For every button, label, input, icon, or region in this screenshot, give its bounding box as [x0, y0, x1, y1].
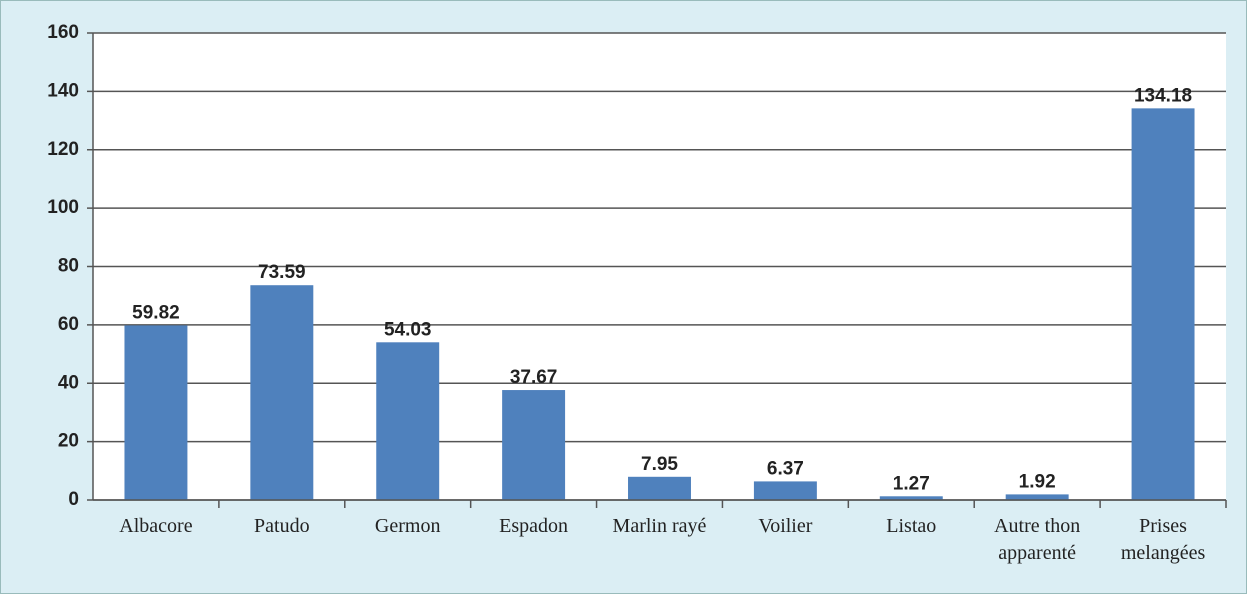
y-tick-label: 160 [47, 22, 79, 43]
bar [628, 476, 691, 500]
x-tick-label: Germon [374, 515, 441, 537]
bar [879, 496, 943, 500]
x-tick-label: Espadon [499, 515, 569, 537]
data-label: 37.67 [510, 367, 558, 388]
bar [124, 325, 188, 500]
y-tick-label: 100 [47, 197, 79, 218]
data-label: 6.37 [767, 458, 804, 479]
data-label: 7.95 [641, 454, 678, 475]
bar [376, 342, 440, 500]
bar [1131, 108, 1195, 500]
y-tick-label: 40 [58, 372, 79, 393]
y-tick-label: 80 [58, 256, 79, 277]
data-label: 54.03 [384, 319, 432, 340]
y-tick-label: 0 [68, 489, 79, 510]
data-label: 1.92 [1019, 471, 1056, 492]
bar [1005, 494, 1069, 500]
data-label: 1.27 [893, 473, 930, 494]
x-tick-label: Autre thon apparenté [994, 515, 1081, 564]
x-tick-label: Voilier [758, 515, 813, 537]
x-tick-label: Patudo [254, 515, 310, 537]
y-tick-label: 140 [47, 80, 79, 101]
y-tick-label: 20 [58, 431, 79, 452]
bar [250, 285, 314, 500]
x-tick-label: Listao [886, 515, 937, 537]
data-label: 59.82 [132, 302, 180, 323]
x-tick-label: Prises melangées [1120, 515, 1206, 564]
bar [502, 390, 566, 500]
y-tick-label: 120 [47, 139, 79, 160]
x-tick-label: Marlin rayé [612, 515, 707, 537]
y-tick-label: 60 [58, 314, 79, 335]
bar [753, 481, 817, 500]
data-label: 134.18 [1134, 85, 1192, 106]
x-tick-label: Albacore [119, 515, 193, 537]
data-label: 73.59 [258, 262, 306, 283]
